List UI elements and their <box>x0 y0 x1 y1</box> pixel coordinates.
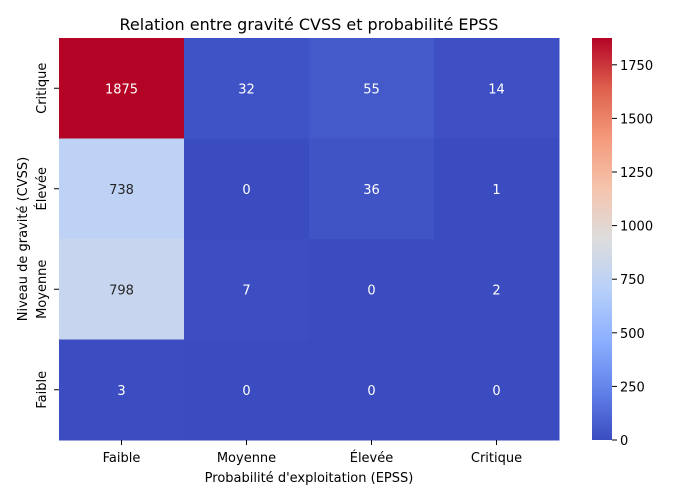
cell-value-label: 0 <box>367 384 375 399</box>
cell-value-label: 14 <box>488 82 505 97</box>
heatmap-cell <box>59 239 185 340</box>
y-tick-label: Élevée <box>34 167 50 211</box>
colorbar-tick-label: 250 <box>620 380 645 395</box>
y-tick-label: Critique <box>35 63 50 114</box>
heatmap-cells <box>59 38 560 441</box>
colorbar-tick-label: 1000 <box>620 220 653 235</box>
heatmap-cell <box>184 138 310 240</box>
colorbar-tick-label: 500 <box>620 327 645 342</box>
x-axis: Faible Moyenne Élevée Critique <box>103 440 522 466</box>
heatmap-cell <box>309 38 435 139</box>
cell-value-label: 798 <box>109 283 134 298</box>
x-tick-label: Moyenne <box>217 451 276 466</box>
cell-value-label: 2 <box>492 283 500 298</box>
colorbar-tick-label: 1500 <box>620 112 653 127</box>
heatmap-cell <box>59 138 185 240</box>
cell-value-label: 36 <box>363 183 380 198</box>
heatmap-cell <box>309 239 435 340</box>
x-tick-label: Critique <box>471 451 522 466</box>
x-tick-label: Faible <box>103 451 141 466</box>
heatmap-cell <box>184 38 310 139</box>
heatmap-cell <box>184 339 310 441</box>
colorbar-tick-label: 750 <box>620 273 645 288</box>
cell-value-label: 0 <box>367 283 375 298</box>
y-axis-label: Niveau de gravité (CVSS) <box>16 157 31 321</box>
cell-value-label: 1 <box>492 183 500 198</box>
colorbar-tick-label: 1250 <box>620 166 653 181</box>
cell-value-label: 0 <box>242 183 250 198</box>
x-axis-label: Probabilité d'exploitation (EPSS) <box>205 471 414 486</box>
cell-value-label: 3 <box>117 384 125 399</box>
heatmap-cell <box>434 138 560 240</box>
heatmap-cell-labels: 1875 32 55 14 738 0 36 1 798 7 0 2 3 0 0 0 <box>105 82 505 399</box>
heatmap-cell <box>434 38 560 139</box>
y-axis: Critique Élevée Moyenne Faible <box>34 63 59 409</box>
cell-value-label: 55 <box>363 82 380 97</box>
cell-value-label: 1875 <box>105 82 138 97</box>
x-tick-label: Élevée <box>350 450 394 466</box>
colorbar-gradient <box>592 38 612 440</box>
cell-value-label: 32 <box>238 82 255 97</box>
heatmap-cell <box>184 239 310 340</box>
colorbar-tick-label: 0 <box>620 434 628 449</box>
heatmap-cell <box>434 339 560 441</box>
heatmap-cell <box>59 38 185 139</box>
heatmap-cell <box>309 339 435 441</box>
cell-value-label: 7 <box>242 283 250 298</box>
heatmap-cell <box>434 239 560 340</box>
chart-title: Relation entre gravité CVSS et probabili… <box>120 15 499 34</box>
cell-value-label: 0 <box>242 384 250 399</box>
cell-value-label: 0 <box>492 384 500 399</box>
colorbar: 0 250 500 750 1000 1250 1500 1750 <box>592 38 653 449</box>
heatmap-cell <box>59 339 185 441</box>
y-tick-label: Faible <box>35 371 50 409</box>
y-tick-label: Moyenne <box>35 260 50 319</box>
cell-value-label: 738 <box>109 183 134 198</box>
heatmap-cell <box>309 138 435 240</box>
colorbar-tick-label: 1750 <box>620 59 653 74</box>
